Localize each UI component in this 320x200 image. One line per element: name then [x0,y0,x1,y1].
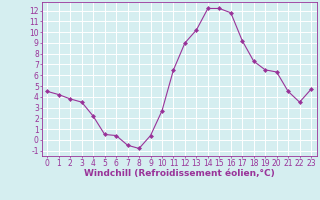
X-axis label: Windchill (Refroidissement éolien,°C): Windchill (Refroidissement éolien,°C) [84,169,275,178]
